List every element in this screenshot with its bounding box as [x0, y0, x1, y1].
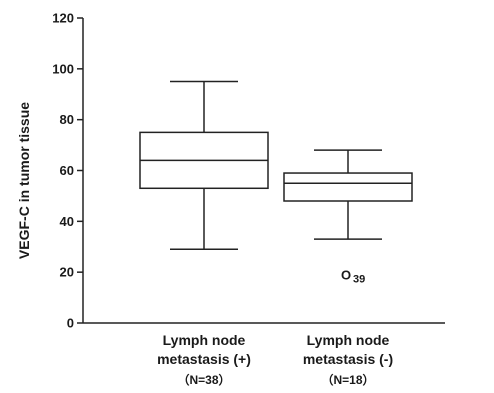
- y-tick-label: 100: [52, 61, 74, 76]
- box-group-2: O 39: [283, 149, 413, 286]
- box-group-1: [139, 80, 269, 251]
- outlier-marker: O: [341, 268, 351, 283]
- category-n-label: （N=18）: [321, 372, 374, 387]
- category-label-line: metastasis (+): [157, 351, 251, 367]
- category-label-line: Lymph node: [163, 332, 246, 348]
- category-n-label: （N=38）: [177, 372, 230, 387]
- category-labels: Lymph node metastasis (+) （N=38） Lymph node…: [157, 332, 393, 387]
- category-label-line: Lymph node: [307, 332, 390, 348]
- y-axis: 0 20 40 60 80 100 120 VEGF-C in tumor tissue: [16, 11, 84, 331]
- y-axis-title: VEGF-C in tumor tissue: [16, 102, 32, 259]
- y-tick-label: 40: [60, 214, 74, 229]
- y-tick-label: 60: [60, 163, 74, 178]
- category-label-line: metastasis (-): [303, 351, 393, 367]
- outlier-label: 39: [353, 274, 365, 286]
- y-tick-label: 80: [60, 112, 74, 127]
- y-tick-label: 0: [67, 316, 74, 331]
- y-tick-label: 20: [60, 265, 74, 280]
- y-tick-label: 120: [52, 11, 74, 26]
- box-series: O 39: [139, 80, 413, 286]
- iqr-box: [283, 172, 413, 202]
